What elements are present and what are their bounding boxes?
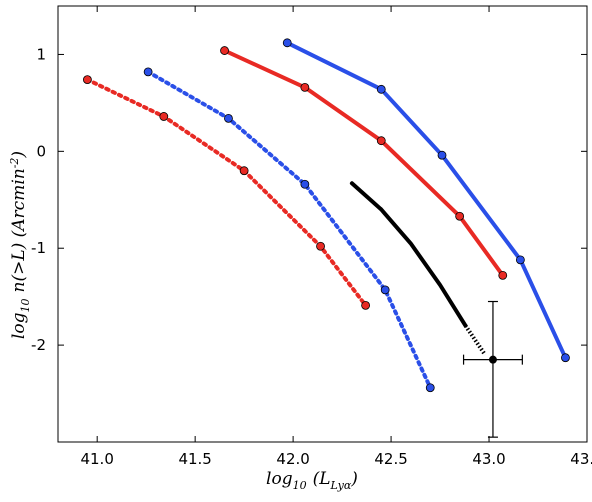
x-tick-label: 41.0: [80, 450, 113, 468]
series-1-point: [498, 270, 508, 280]
series-2-point: [300, 179, 310, 189]
series-1-point: [220, 46, 229, 55]
y-tick-label: -1: [31, 239, 46, 257]
x-tick-label: 42.0: [276, 450, 309, 468]
plot-area: [82, 38, 570, 438]
plot-frame: [57, 5, 588, 443]
series-2-point: [224, 113, 233, 123]
y-tick-label: 1: [36, 45, 46, 63]
series-2-line: [146, 69, 433, 390]
y-tick-label: 0: [36, 142, 46, 160]
series-3-point: [361, 300, 371, 310]
y-axis-label: log10n(>L) (Arcmin-2): [8, 151, 32, 339]
series-4-line: [349, 181, 468, 328]
x-tick-label: 43.5: [570, 450, 592, 468]
axes: 41.0 41.5 42.0 42.5 43.0 43.5 1 0 -1 -2: [31, 5, 592, 468]
series-0-point: [515, 255, 525, 265]
series-3-point: [239, 166, 249, 176]
series-0-point: [437, 150, 447, 160]
series-3-point: [316, 241, 325, 251]
series-2-point: [425, 383, 435, 393]
x-axis-label: log10 (LLyα): [266, 469, 358, 492]
series-0-point: [561, 353, 570, 363]
series-3-point: [159, 112, 169, 121]
x-tick-label: 42.5: [374, 450, 407, 468]
x-tick-label: 43.0: [472, 450, 505, 468]
y-tick-label: -2: [31, 336, 46, 354]
series-3-point: [82, 75, 92, 85]
series-1-point: [455, 211, 465, 221]
series-0-line: [286, 41, 568, 359]
series-1-point: [376, 136, 386, 146]
errorbar-point: [488, 355, 497, 364]
series-0-point: [376, 84, 386, 94]
series-2-point: [380, 285, 390, 295]
series-1-line: [223, 48, 505, 277]
series-2-point: [143, 67, 153, 77]
series-0-point: [282, 38, 292, 48]
x-tick-label: 41.5: [178, 450, 211, 468]
series-4-line-tail: [463, 324, 487, 356]
series-3-line: [85, 77, 368, 308]
series-1-point: [300, 82, 310, 92]
